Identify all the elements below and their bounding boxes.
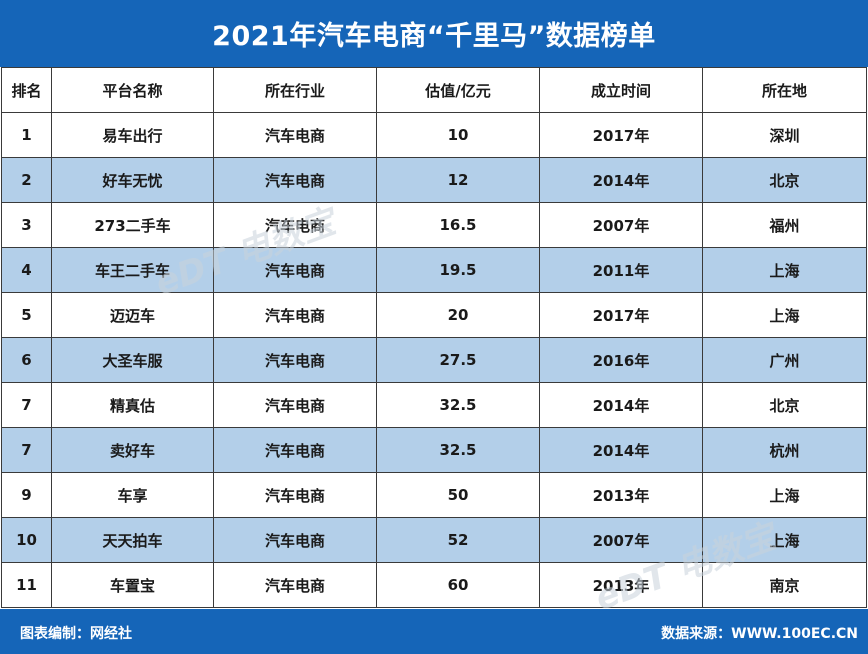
column-header-founded: 成立时间: [539, 67, 703, 113]
cell-industry: 汽车电商: [213, 292, 377, 338]
table-row: 6 大圣车服 汽车电商 27.5 2016年 广州: [1, 337, 867, 383]
column-header-valuation: 估值/亿元: [376, 67, 540, 113]
cell-location: 广州: [702, 337, 867, 383]
cell-rank: 7: [1, 382, 52, 428]
cell-rank: 7: [1, 427, 52, 473]
cell-location: 上海: [702, 292, 867, 338]
cell-valuation: 32.5: [376, 427, 540, 473]
table-row: 9 车享 汽车电商 50 2013年 上海: [1, 472, 867, 518]
table-row: 2 好车无忧 汽车电商 12 2014年 北京: [1, 157, 867, 203]
table-row: 7 精真估 汽车电商 32.5 2014年 北京: [1, 382, 867, 428]
cell-location: 杭州: [702, 427, 867, 473]
table-row: 11 车置宝 汽车电商 60 2013年 南京: [1, 562, 867, 608]
table-row: 10 天天拍车 汽车电商 52 2007年 上海: [1, 517, 867, 563]
ranking-table: 排名 平台名称 所在行业 估值/亿元 成立时间 所在地 1 易车出行 汽车电商 10 2…: [1, 67, 867, 608]
cell-founded: 2014年: [539, 157, 703, 203]
cell-founded: 2017年: [539, 112, 703, 158]
cell-industry: 汽车电商: [213, 202, 377, 248]
column-header-platform: 平台名称: [51, 67, 214, 113]
column-header-rank: 排名: [1, 67, 52, 113]
cell-platform: 卖好车: [51, 427, 214, 473]
cell-platform: 车置宝: [51, 562, 214, 608]
cell-platform: 迈迈车: [51, 292, 214, 338]
cell-industry: 汽车电商: [213, 247, 377, 293]
cell-rank: 1: [1, 112, 52, 158]
footer-credit: 图表编制：网经社: [20, 626, 132, 642]
cell-rank: 3: [1, 202, 52, 248]
cell-location: 深圳: [702, 112, 867, 158]
footer-bar: 图表编制：网经社 数据来源：WWW.100EC.CN: [0, 609, 868, 654]
cell-rank: 4: [1, 247, 52, 293]
cell-location: 北京: [702, 157, 867, 203]
table-body: 1 易车出行 汽车电商 10 2017年 深圳 2 好车无忧 汽车电商 12 2014年 北京 3 273…: [1, 112, 867, 608]
cell-valuation: 27.5: [376, 337, 540, 383]
cell-founded: 2014年: [539, 382, 703, 428]
cell-rank: 2: [1, 157, 52, 203]
table-row: 3 273二手车 汽车电商 16.5 2007年 福州: [1, 202, 867, 248]
cell-rank: 9: [1, 472, 52, 518]
cell-location: 上海: [702, 472, 867, 518]
cell-industry: 汽车电商: [213, 517, 377, 563]
cell-valuation: 32.5: [376, 382, 540, 428]
cell-rank: 11: [1, 562, 52, 608]
cell-location: 南京: [702, 562, 867, 608]
cell-valuation: 60: [376, 562, 540, 608]
table-row: 4 车王二手车 汽车电商 19.5 2011年 上海: [1, 247, 867, 293]
cell-founded: 2017年: [539, 292, 703, 338]
cell-location: 上海: [702, 247, 867, 293]
cell-location: 北京: [702, 382, 867, 428]
cell-valuation: 12: [376, 157, 540, 203]
cell-platform: 天天拍车: [51, 517, 214, 563]
cell-platform: 大圣车服: [51, 337, 214, 383]
cell-industry: 汽车电商: [213, 337, 377, 383]
cell-industry: 汽车电商: [213, 472, 377, 518]
column-header-location: 所在地: [702, 67, 867, 113]
cell-location: 福州: [702, 202, 867, 248]
cell-founded: 2014年: [539, 427, 703, 473]
cell-founded: 2007年: [539, 517, 703, 563]
table-row: 7 卖好车 汽车电商 32.5 2014年 杭州: [1, 427, 867, 473]
table-header-row: 排名 平台名称 所在行业 估值/亿元 成立时间 所在地: [1, 67, 867, 113]
cell-platform: 精真估: [51, 382, 214, 428]
cell-founded: 2013年: [539, 472, 703, 518]
cell-industry: 汽车电商: [213, 562, 377, 608]
cell-platform: 易车出行: [51, 112, 214, 158]
cell-rank: 10: [1, 517, 52, 563]
cell-valuation: 16.5: [376, 202, 540, 248]
cell-platform: 车享: [51, 472, 214, 518]
cell-valuation: 10: [376, 112, 540, 158]
page-title: 2021年汽车电商“千里马”数据榜单: [0, 0, 868, 67]
cell-industry: 汽车电商: [213, 427, 377, 473]
table-row: 5 迈迈车 汽车电商 20 2017年 上海: [1, 292, 867, 338]
column-header-industry: 所在行业: [213, 67, 377, 113]
cell-platform: 车王二手车: [51, 247, 214, 293]
cell-platform: 好车无忧: [51, 157, 214, 203]
cell-platform: 273二手车: [51, 202, 214, 248]
cell-valuation: 19.5: [376, 247, 540, 293]
cell-rank: 6: [1, 337, 52, 383]
table-row: 1 易车出行 汽车电商 10 2017年 深圳: [1, 112, 867, 158]
cell-location: 上海: [702, 517, 867, 563]
cell-valuation: 52: [376, 517, 540, 563]
cell-founded: 2016年: [539, 337, 703, 383]
cell-industry: 汽车电商: [213, 157, 377, 203]
cell-founded: 2011年: [539, 247, 703, 293]
cell-valuation: 50: [376, 472, 540, 518]
footer-source: 数据来源：WWW.100EC.CN: [661, 626, 858, 642]
cell-valuation: 20: [376, 292, 540, 338]
cell-rank: 5: [1, 292, 52, 338]
cell-founded: 2013年: [539, 562, 703, 608]
cell-founded: 2007年: [539, 202, 703, 248]
cell-industry: 汽车电商: [213, 112, 377, 158]
cell-industry: 汽车电商: [213, 382, 377, 428]
